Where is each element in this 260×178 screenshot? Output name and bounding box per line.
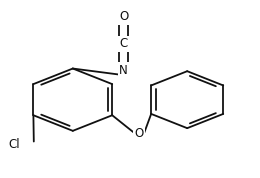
Text: Cl: Cl	[9, 138, 20, 151]
Text: N: N	[119, 64, 128, 77]
Text: C: C	[119, 37, 128, 50]
Text: O: O	[134, 127, 144, 140]
Text: O: O	[119, 10, 128, 23]
